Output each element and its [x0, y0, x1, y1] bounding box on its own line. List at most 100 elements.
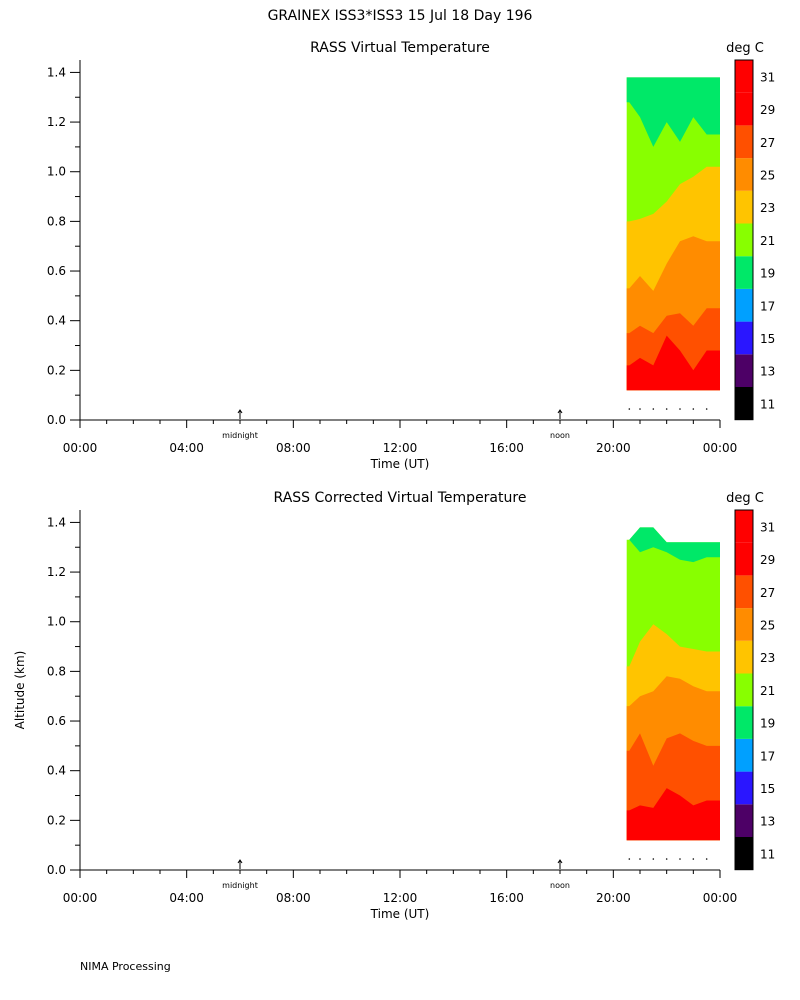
colorbar-label: 17 [760, 749, 775, 763]
top-patch-19 [626, 527, 720, 563]
sample-dot [692, 858, 695, 860]
x-tick-label: 20:00 [596, 891, 631, 905]
colorbar-label: 27 [760, 136, 775, 150]
colorbar-swatch-2 [735, 321, 753, 355]
x-axis-label: Time (UT) [370, 457, 430, 471]
colorbar-frame [734, 509, 754, 871]
y-tick-label: 0.6 [47, 714, 66, 728]
sample-dot [628, 408, 631, 410]
y-axis-label: Altitude (km) [13, 651, 27, 730]
colorbar-label: 19 [760, 717, 775, 731]
x-tick-label: 12:00 [383, 441, 418, 455]
colorbar-label: 13 [760, 365, 775, 379]
panel-title: RASS Virtual Temperature [310, 40, 490, 56]
y-tick-label: 0.0 [47, 413, 66, 427]
colorbar-label: 31 [760, 520, 775, 534]
y-tick-label: 1.4 [47, 515, 66, 529]
sample-dot [628, 858, 631, 860]
panel-2: RASS Corrected Virtual Temperature 0.0 0.2… [13, 490, 775, 921]
sample-dot [679, 408, 681, 410]
marker-noon-arrow [557, 409, 563, 414]
marker-noon-label: noon [550, 881, 570, 890]
colorbar-label: 11 [760, 397, 775, 411]
y-tick-label: 0.2 [47, 363, 66, 377]
marker-midnight-arrow [237, 409, 243, 414]
colorbar-swatch-6 [735, 190, 753, 224]
y-tick-label: 0.8 [47, 214, 66, 228]
marker-noon-arrow [557, 859, 563, 864]
marker-midnight-label: midnight [222, 881, 258, 890]
footer-text: NIMA Processing [80, 960, 171, 973]
panels: RASS Virtual Temperature 0.0 0.2 0.4 0.6 0.8 1… [13, 40, 775, 921]
colorbar-swatch-1 [735, 354, 753, 387]
sample-dot [705, 858, 708, 860]
colorbar-swatch-10 [735, 60, 753, 93]
colorbar-unit: deg C [726, 491, 764, 506]
colorbar-swatch-8 [735, 125, 753, 159]
isotherm-band-29 [626, 788, 720, 841]
y-tick-label: 1.4 [47, 65, 66, 79]
colorbar-swatch-0 [735, 387, 753, 420]
colorbar-label: 29 [760, 103, 775, 117]
y-tick-label: 1.2 [47, 115, 66, 129]
colorbar-swatch-4 [735, 706, 753, 739]
x-tick-label: 20:00 [596, 441, 631, 455]
x-tick-label: 00:00 [63, 441, 98, 455]
isotherm-band-29 [626, 335, 720, 391]
colorbar-swatch-9 [735, 542, 753, 576]
colorbar-swatch-2 [735, 771, 753, 805]
y-tick-label: 1.0 [47, 165, 66, 179]
colorbar-swatch-3 [735, 738, 753, 772]
x-tick-label: 04:00 [169, 891, 204, 905]
y-tick-label: 0.6 [47, 264, 66, 278]
colorbar-swatch-8 [735, 575, 753, 609]
colorbar-frame [734, 59, 754, 421]
y-tick-label: 0.2 [47, 813, 66, 827]
y-tick-label: 0.4 [47, 764, 66, 778]
colorbar-label: 13 [760, 815, 775, 829]
colorbar-swatch-5 [735, 223, 753, 257]
y-tick-label: 1.2 [47, 565, 66, 579]
x-tick-label: 04:00 [169, 441, 204, 455]
sample-dot [639, 858, 641, 860]
data-bands [626, 77, 720, 391]
y-tick-label: 1.0 [47, 615, 66, 629]
colorbar-swatch-5 [735, 673, 753, 707]
colorbar-label: 15 [760, 782, 775, 796]
colorbar-label: 31 [760, 70, 775, 84]
colorbar: deg C 11 13 15 17 19 21 23 25 27 29 31 [726, 491, 775, 871]
sample-dot [665, 408, 668, 410]
x-tick-label: 00:00 [63, 891, 98, 905]
colorbar-swatch-7 [735, 608, 753, 641]
x-tick-label: 00:00 [703, 891, 738, 905]
x-tick-label: 16:00 [489, 891, 524, 905]
sample-dot [679, 858, 681, 860]
colorbar-label: 23 [760, 651, 775, 665]
colorbar-swatch-7 [735, 158, 753, 191]
panel-1: RASS Virtual Temperature 0.0 0.2 0.4 0.6 0.8 1… [47, 40, 775, 471]
colorbar-label: 27 [760, 586, 775, 600]
sample-dot [705, 408, 708, 410]
colorbar-label: 21 [760, 684, 775, 698]
x-tick-label: 08:00 [276, 441, 311, 455]
colorbar-label: 11 [760, 847, 775, 861]
y-tick-label: 0.4 [47, 314, 66, 328]
sample-dot [652, 408, 655, 410]
colorbar-label: 23 [760, 201, 775, 215]
x-tick-label: 00:00 [703, 441, 738, 455]
sample-dot [665, 858, 668, 860]
colorbar-label: 25 [760, 618, 775, 632]
top-patch-19 [626, 77, 720, 147]
data-bands [626, 527, 720, 841]
x-tick-label: 08:00 [276, 891, 311, 905]
x-tick-label: 16:00 [489, 441, 524, 455]
colorbar-label: 29 [760, 553, 775, 567]
y-tick-label: 0.8 [47, 664, 66, 678]
colorbar-swatch-0 [735, 837, 753, 870]
sample-dot [692, 408, 695, 410]
colorbar-swatch-1 [735, 804, 753, 837]
colorbar-swatch-3 [735, 288, 753, 322]
colorbar-swatch-4 [735, 256, 753, 289]
y-tick-label: 0.0 [47, 863, 66, 877]
figure-title: GRAINEX ISS3*ISS3 15 Jul 18 Day 196 [268, 8, 533, 24]
